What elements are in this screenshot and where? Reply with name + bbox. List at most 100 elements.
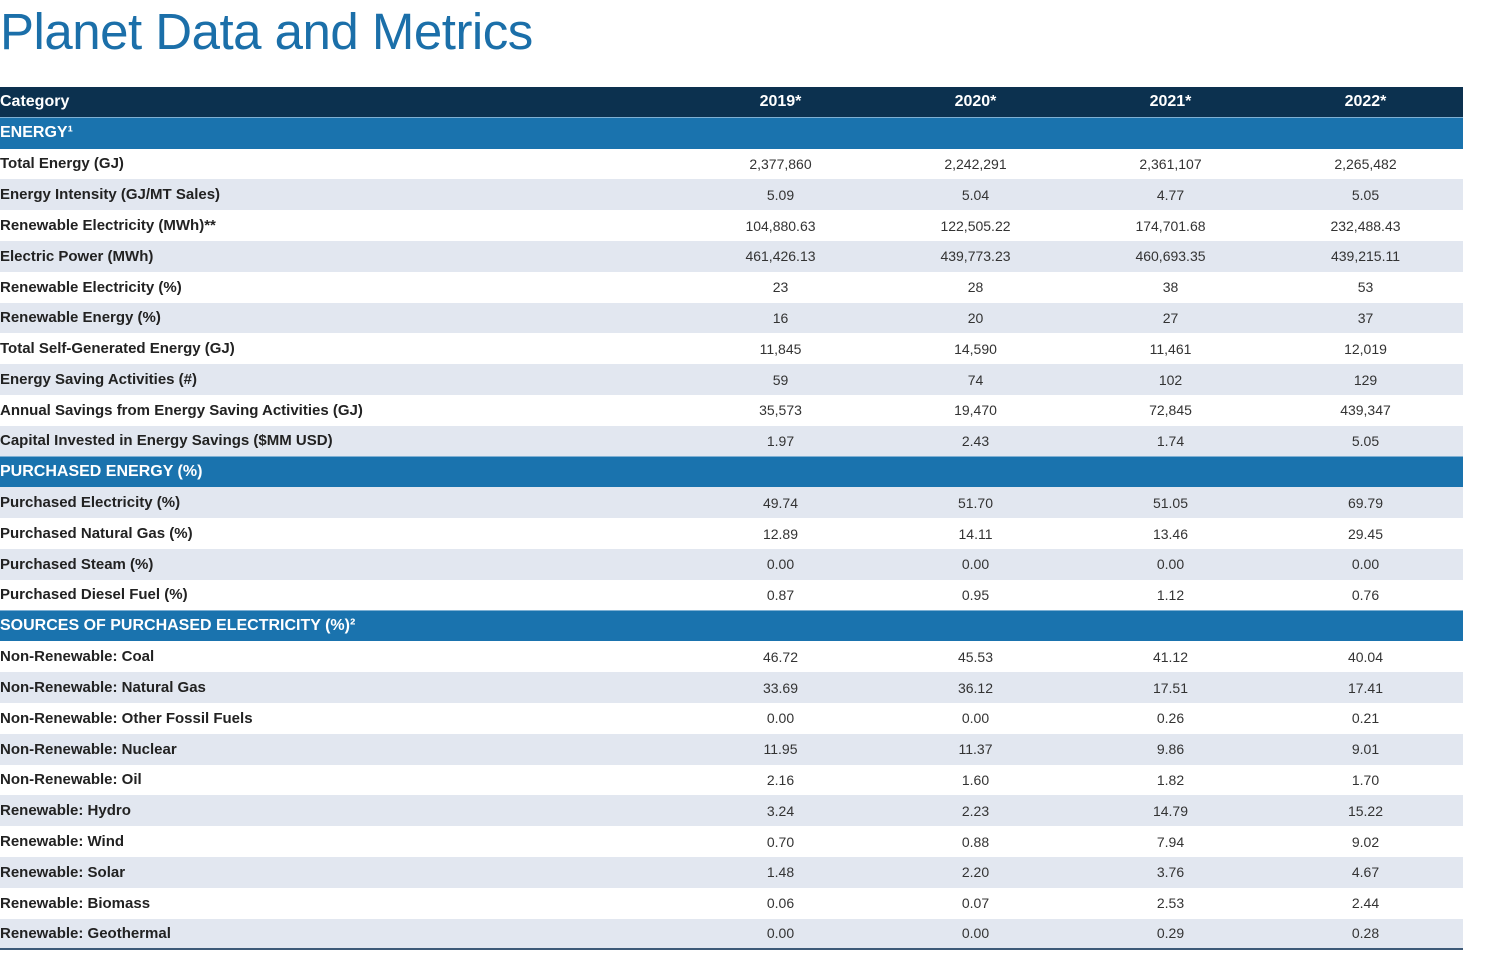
cell-value: 38 (1162, 279, 1179, 296)
cell-value: 74 (878, 364, 1073, 395)
data-row: Annual Savings from Energy Saving Activi… (0, 395, 1463, 426)
row-label: Renewable: Geothermal (0, 918, 683, 950)
cell-value: 0.70 (766, 833, 795, 850)
column-header: 2020* (954, 93, 997, 111)
data-row: Non-Renewable: Coal 46.72 45.53 41.12 40.04 (0, 641, 1463, 672)
data-row: Renewable: Solar 1.48 2.20 3.76 4.67 (0, 856, 1463, 888)
data-row: Energy Saving Activities (#) 59 74 102 129 (0, 364, 1463, 395)
cell-value: 2.44 (1351, 895, 1380, 912)
row-label: Renewable Energy (%) (0, 302, 683, 334)
cell-value: 0.07 (961, 895, 990, 912)
cell-value: 51.05 (1073, 487, 1268, 519)
cell-value: 2,377,860 (749, 155, 812, 172)
section-title: ENERGY¹ (0, 117, 1463, 149)
cell-value: 51.70 (878, 487, 1073, 519)
data-row: Purchased Electricity (%) 49.74 51.70 51.05… (0, 487, 1463, 519)
cell-value: 0.76 (1351, 586, 1380, 603)
cell-value: 35,573 (759, 402, 802, 419)
cell-value: 2.16 (766, 771, 795, 788)
data-row: Total Energy (GJ) 2,377,860 2,242,291 2,361… (0, 149, 1463, 180)
cell-value: 20 (878, 302, 1073, 334)
cell-value: 29.45 (1347, 525, 1384, 542)
cell-value: 23 (772, 279, 789, 296)
row-label: Purchased Diesel Fuel (%) (0, 586, 188, 604)
row-label: Energy Intensity (GJ/MT Sales) (0, 179, 683, 211)
cell-value: 2,265,482 (1334, 155, 1397, 172)
cell-value: 45.53 (957, 648, 994, 665)
cell-value: 14.79 (1073, 795, 1268, 827)
cell-value: 174,701.68 (1135, 217, 1206, 234)
cell-value: 72,845 (1149, 402, 1192, 419)
row-label: Electric Power (MWh) (0, 240, 683, 272)
row-label: Renewable: Hydro (0, 795, 683, 827)
cell-value: 5.05 (1268, 425, 1463, 457)
row-label: Total Self-Generated Energy (GJ) (0, 340, 235, 358)
data-row: Electric Power (MWh) 461,426.13 439,773.23… (0, 240, 1463, 272)
cell-value: 232,488.43 (1330, 217, 1401, 234)
cell-value: 27 (1073, 302, 1268, 334)
cell-value: 0.00 (683, 918, 878, 950)
row-label: Renewable: Biomass (0, 894, 151, 912)
cell-value: 46.72 (762, 648, 799, 665)
row-label: Capital Invested in Energy Savings ($MM … (0, 425, 683, 457)
data-row: Non-Renewable: Oil 2.16 1.60 1.82 1.70 (0, 765, 1463, 796)
cell-value: 0.21 (1351, 710, 1380, 727)
cell-value: 9.02 (1351, 833, 1380, 850)
cell-value: 1.97 (683, 425, 878, 457)
cell-value: 14.11 (958, 525, 993, 542)
cell-value: 16 (683, 302, 878, 334)
data-row: Renewable: Biomass 0.06 0.07 2.53 2.44 (0, 888, 1463, 919)
cell-value: 461,426.13 (683, 240, 878, 272)
data-row: Non-Renewable: Other Fossil Fuels 0.00 0.0… (0, 703, 1463, 734)
cell-value: 9.01 (1268, 733, 1463, 765)
cell-value: 1.12 (1156, 586, 1185, 603)
cell-value: 0.00 (1268, 548, 1463, 580)
cell-value: 4.77 (1073, 179, 1268, 211)
section-row: PURCHASED ENERGY (%) (0, 456, 1463, 488)
cell-value: 7.94 (1156, 833, 1185, 850)
cell-value: 0.95 (961, 586, 990, 603)
cell-value: 19,470 (954, 402, 997, 419)
cell-value: 104,880.63 (745, 217, 816, 234)
row-label: Renewable Electricity (%) (0, 278, 182, 296)
cell-value: 41.12 (1152, 648, 1189, 665)
row-label: Non-Renewable: Coal (0, 648, 155, 666)
cell-value: 2.20 (878, 856, 1073, 888)
data-row: Renewable Electricity (%) 23 28 38 53 (0, 272, 1463, 303)
data-row: Renewable Energy (%) 16 20 27 37 (0, 302, 1463, 334)
row-label: Energy Saving Activities (#) (0, 364, 683, 395)
cell-value: 1.60 (961, 771, 990, 788)
cell-value: 40.04 (1347, 648, 1384, 665)
data-row: Energy Intensity (GJ/MT Sales) 5.09 5.04 4.… (0, 179, 1463, 211)
cell-value: 2.53 (1156, 895, 1185, 912)
cell-value: 12.89 (762, 525, 799, 542)
cell-value: 439,215.11 (1268, 240, 1463, 272)
cell-value: 28 (967, 279, 984, 296)
cell-value: 5.05 (1268, 179, 1463, 211)
cell-value: 5.04 (878, 179, 1073, 211)
row-label: Non-Renewable: Nuclear (0, 733, 683, 765)
cell-value: 37 (1268, 302, 1463, 334)
cell-value: 439,773.23 (878, 240, 1073, 272)
cell-value: 122,505.22 (940, 217, 1011, 234)
cell-value: 439,347 (1340, 402, 1391, 419)
cell-value: 33.69 (683, 672, 878, 703)
data-row: Renewable Electricity (MWh)** 104,880.63 1… (0, 210, 1463, 241)
cell-value: 0.29 (1073, 918, 1268, 950)
cell-value: 0.00 (683, 548, 878, 580)
cell-value: 11.95 (683, 733, 878, 765)
data-row: Purchased Natural Gas (%) 12.89 14.11 13.46… (0, 518, 1463, 549)
cell-value: 0.00 (878, 918, 1073, 950)
cell-value: 53 (1357, 279, 1374, 296)
data-row: Renewable: Geothermal 0.00 0.00 0.29 0.28 (0, 918, 1463, 950)
cell-value: 36.12 (878, 672, 1073, 703)
cell-value: 0.00 (878, 548, 1073, 580)
cell-value: 2,242,291 (944, 155, 1007, 172)
cell-value: 15.22 (1268, 795, 1463, 827)
row-label: Non-Renewable: Natural Gas (0, 672, 683, 703)
page-title: Planet Data and Metrics (0, 3, 533, 60)
data-row: Non-Renewable: Nuclear 11.95 11.37 9.86 9.01 (0, 733, 1463, 765)
cell-value: 17.51 (1073, 672, 1268, 703)
data-row: Total Self-Generated Energy (GJ) 11,845 14… (0, 333, 1463, 364)
cell-value: 49.74 (683, 487, 878, 519)
